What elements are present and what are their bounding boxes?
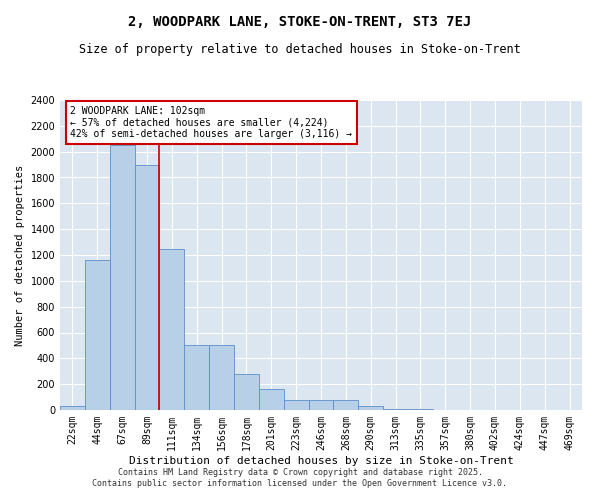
- Bar: [134, 164, 160, 410]
- Bar: [358, 406, 383, 410]
- Bar: [284, 400, 308, 410]
- Text: Contains HM Land Registry data © Crown copyright and database right 2025.
Contai: Contains HM Land Registry data © Crown c…: [92, 468, 508, 487]
- Bar: [259, 390, 284, 410]
- Bar: [85, 260, 110, 410]
- Bar: [234, 374, 259, 410]
- Y-axis label: Number of detached properties: Number of detached properties: [15, 164, 25, 346]
- Bar: [160, 248, 184, 410]
- Bar: [60, 406, 85, 410]
- Bar: [209, 346, 234, 410]
- X-axis label: Distribution of detached houses by size in Stoke-on-Trent: Distribution of detached houses by size …: [128, 456, 514, 466]
- Text: 2, WOODPARK LANE, STOKE-ON-TRENT, ST3 7EJ: 2, WOODPARK LANE, STOKE-ON-TRENT, ST3 7E…: [128, 15, 472, 29]
- Text: 2 WOODPARK LANE: 102sqm
← 57% of detached houses are smaller (4,224)
42% of semi: 2 WOODPARK LANE: 102sqm ← 57% of detache…: [70, 106, 352, 140]
- Bar: [184, 346, 209, 410]
- Bar: [110, 145, 134, 410]
- Text: Size of property relative to detached houses in Stoke-on-Trent: Size of property relative to detached ho…: [79, 42, 521, 56]
- Bar: [334, 400, 358, 410]
- Bar: [308, 400, 334, 410]
- Bar: [383, 408, 408, 410]
